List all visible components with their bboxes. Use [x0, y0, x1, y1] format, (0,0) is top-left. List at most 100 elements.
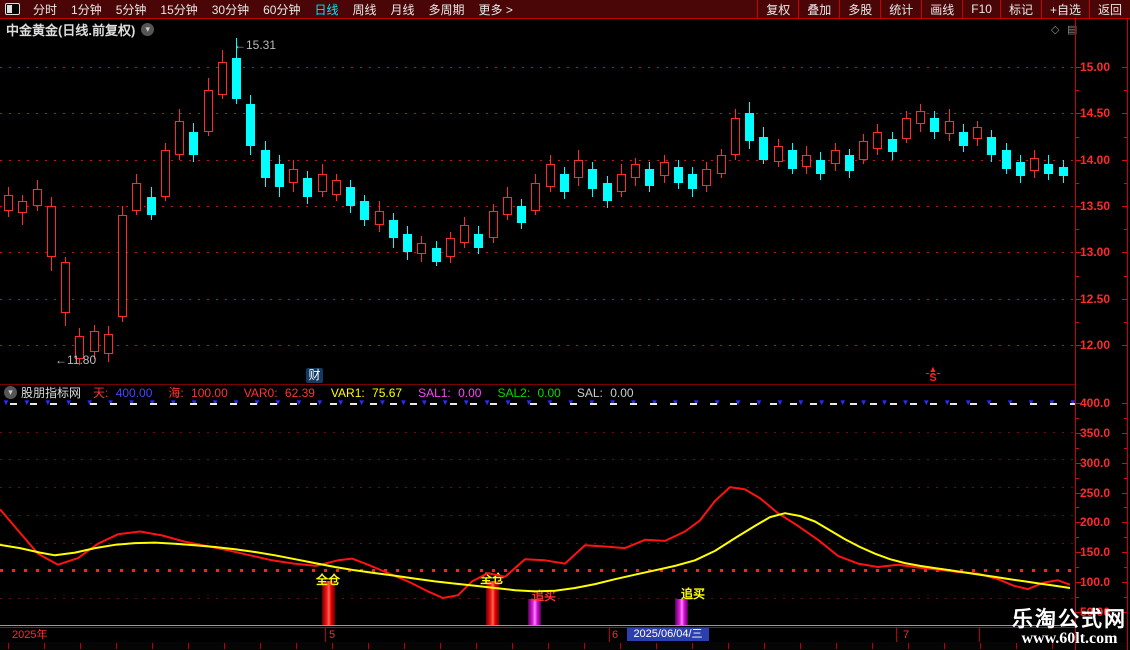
menu-item-60分钟[interactable]: 60分钟 [263, 2, 301, 17]
indicator-gridline [0, 487, 1075, 489]
axis-tick [1122, 206, 1127, 207]
axis-tick [1124, 229, 1127, 231]
indicator-field: VAR1: 75.67 [331, 386, 406, 400]
toolbar-button-统计[interactable]: 统计 [880, 0, 921, 18]
indicator-field-label: VAR1: [330, 385, 369, 400]
toolbar-button-标记[interactable]: 标记 [999, 0, 1041, 18]
axis-tick [1122, 298, 1127, 300]
axis-tick [1122, 552, 1127, 554]
indicator-gridline [0, 514, 1075, 516]
indicator-axis-label: 400.0 [1080, 396, 1111, 410]
axis-tick [1122, 252, 1127, 254]
indicator-axis-label: 200.0 [1080, 515, 1111, 530]
candle-body [673, 167, 683, 183]
bottom-tick [476, 643, 477, 649]
price-axis-label: 12.50 [1080, 291, 1111, 306]
bottom-tick [224, 643, 225, 649]
signal-label-全仓: 全仓 [316, 573, 341, 587]
indicator-field-label: 天: [93, 385, 112, 400]
toolbar-button-叠加[interactable]: 叠加 [798, 0, 839, 18]
candle-body [32, 189, 42, 206]
layout-icon[interactable] [5, 3, 20, 15]
candle-body [75, 335, 85, 359]
diamond-icon[interactable]: ◇ [1051, 23, 1060, 36]
candle-body [702, 168, 712, 186]
candle-body [289, 168, 298, 183]
indicator-chevron-icon[interactable]: ▾ [4, 385, 17, 399]
axis-tick [1124, 477, 1127, 479]
axis-separator-line [0, 625, 1075, 626]
bottom-tick [116, 643, 117, 649]
bottom-tick [980, 643, 981, 649]
chevron-down-icon[interactable]: ▾ [141, 22, 155, 36]
menu-item-15分钟[interactable]: 15分钟 [160, 2, 198, 17]
axis-tick [1076, 275, 1079, 277]
axis-tick [1076, 182, 1079, 184]
candle-body [716, 155, 726, 174]
menu-item-多周期[interactable]: 多周期 [428, 2, 465, 17]
dividend-marker-icon[interactable]: ▲ S [926, 365, 940, 384]
candle-body [61, 261, 70, 313]
grid-icon[interactable]: ▤ [1067, 23, 1078, 36]
bottom-tick [512, 643, 513, 649]
toolbar-button-多股[interactable]: 多股 [839, 0, 880, 18]
price-axis-label: 15.00 [1080, 60, 1111, 74]
price-gridline [0, 345, 1075, 346]
signal-label-全仓: 全仓 [480, 572, 505, 586]
candle-body [175, 120, 184, 156]
menu-item-日线[interactable]: 日线 [314, 2, 339, 17]
price-gridline [0, 159, 1075, 161]
axis-tick [1076, 567, 1079, 569]
axis-tick [1076, 67, 1081, 68]
candle-body [688, 173, 697, 190]
menu-item-周线[interactable]: 周线 [352, 2, 377, 17]
price-axis-label: 13.50 [1080, 199, 1111, 213]
toolbar-button-画线[interactable]: 画线 [921, 0, 962, 18]
candle-body [659, 161, 669, 177]
candle-body [403, 233, 412, 253]
candle-body [859, 141, 868, 160]
indicator-field-value: 62.39 [284, 385, 315, 400]
candle-body [431, 247, 441, 262]
menu-item-月线[interactable]: 月线 [390, 2, 415, 17]
toolbar-button-返回[interactable]: 返回 [1088, 0, 1130, 18]
indicator-lines [0, 486, 1071, 599]
axis-tick [1076, 432, 1081, 434]
axis-tick [1124, 321, 1127, 323]
candle-body [217, 62, 227, 95]
right-axis-frame-line [1075, 18, 1076, 650]
candle-body [531, 182, 541, 211]
date-axis[interactable]: 2025年 5 6 7 2025/06/04/三 [0, 627, 1075, 643]
menu-item-更多 >[interactable]: 更多 > [478, 2, 513, 17]
timeline-divider [325, 628, 326, 642]
indicator-name[interactable]: 股朋指标网 [21, 385, 82, 400]
candle-body [160, 150, 170, 197]
candle-body [374, 210, 384, 225]
toolbar-button-+自选[interactable]: +自选 [1040, 0, 1089, 18]
timeline-year-label: 2025年 [12, 629, 48, 641]
indicator-axis-label: 100.0 [1080, 575, 1111, 590]
cai-news-badge[interactable]: 财 [306, 368, 323, 383]
menu-item-30分钟[interactable]: 30分钟 [211, 2, 250, 17]
axis-tick [1076, 611, 1081, 613]
candle-body [146, 196, 156, 216]
axis-tick [1076, 252, 1081, 254]
axis-tick [1076, 136, 1079, 138]
candle-body [189, 131, 199, 156]
menu-item-分时[interactable]: 分时 [33, 2, 58, 17]
price-gridline [0, 298, 1075, 300]
indicator-values: 天: 400.00 海: 100.00 VAR0: 62.39 VAR1: 75.67… [85, 384, 642, 401]
menu-item-1分钟[interactable]: 1分钟 [71, 2, 102, 17]
timeline-month-label: 6 [612, 629, 619, 641]
axis-tick [1076, 403, 1081, 404]
candle-body [545, 164, 555, 188]
bottom-tick [152, 643, 153, 649]
axis-tick [1122, 159, 1127, 161]
menu-item-5分钟[interactable]: 5分钟 [115, 2, 147, 17]
candle-body [517, 206, 526, 223]
toolbar-button-F10[interactable]: F10 [962, 0, 1000, 18]
toolbar-button-复权[interactable]: 复权 [757, 0, 798, 18]
axis-tick [1076, 417, 1079, 419]
tian-400-line: ▼▼▼▼▼▼▼▼▼▼▼▼▼▼▼▼▼▼▼▼▼▼▼▼▼▼▼▼▼▼▼▼▼▼▼▼▼▼▼▼… [0, 400, 1075, 408]
timeline-divider [609, 628, 610, 642]
